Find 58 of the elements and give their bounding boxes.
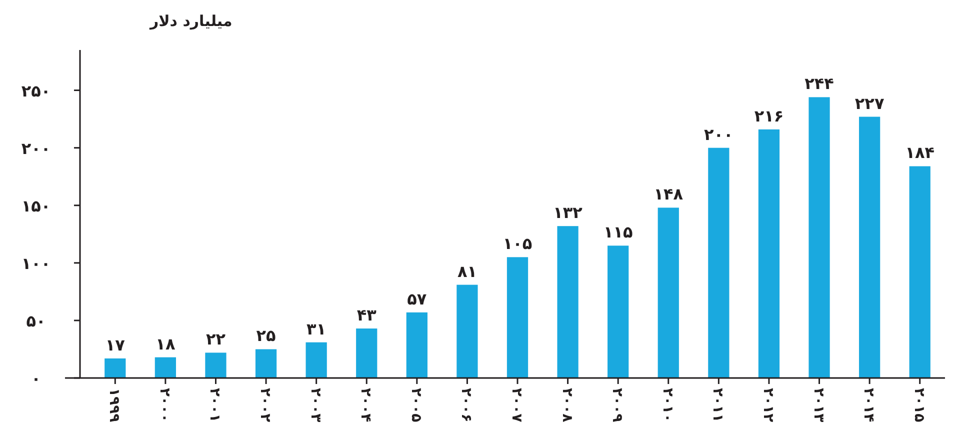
x-tick-label: ۲۰۱۲ [760, 388, 776, 423]
bar [858, 116, 880, 378]
x-tick-label: ۱۹۹۹ [106, 388, 122, 423]
y-axis-title: میلیارد دلار [149, 12, 232, 30]
data-label: ۱۰۵ [502, 234, 532, 254]
data-label: ۱۳۲ [553, 203, 583, 222]
bar [356, 328, 378, 378]
x-tick-label: ۲۰۱۰ [659, 388, 676, 422]
x-tick-label: ۲۰۱۳ [810, 388, 826, 423]
y-tick-label: ۲۵۰ [21, 81, 51, 100]
data-label: ۲۲۷ [854, 94, 884, 113]
bar [104, 358, 126, 378]
x-tick-label: ۲۰۰۱ [206, 388, 223, 422]
bar [506, 257, 528, 378]
y-tick-label: ۲۰۰ [21, 138, 51, 158]
x-tick-label: ۲۰۰۳ [307, 388, 324, 423]
bar [658, 208, 679, 378]
data-label: ۲۲ [206, 330, 226, 349]
bar [808, 97, 830, 378]
bar [456, 284, 478, 378]
data-label: ۴۳ [356, 306, 377, 325]
y-tick-label: ۱۵۰ [21, 196, 51, 216]
bar [608, 246, 629, 378]
data-label: ۱۸۴ [905, 143, 935, 162]
x-tick-label: ۲۰۱۴ [860, 388, 877, 423]
bar [306, 342, 327, 378]
y-tick-label: ۵۰ [26, 311, 46, 330]
bar [708, 148, 730, 378]
x-tick-label: ۲۰۱۱ [710, 388, 726, 422]
x-tick-label: ۲۰۰۷ [508, 388, 524, 423]
data-label: ۵۷ [407, 289, 427, 308]
bar [758, 129, 780, 378]
data-label: ۱۱۵ [603, 222, 633, 242]
x-tick-label: ۲۰۰۹ [609, 388, 626, 423]
y-tick-label: ۱۰۰ [21, 254, 51, 273]
data-label: ۱۴۸ [654, 184, 684, 204]
data-label: ۱۷ [105, 335, 126, 354]
x-tick-label: ۲۰۰۲ [257, 388, 274, 423]
data-label: ۲۴۴ [804, 74, 834, 94]
data-label: ۲۵ [256, 326, 276, 346]
x-tick-label: ۲۰۰۵ [408, 388, 424, 423]
bar [205, 352, 226, 378]
x-tick-label: ۲۰۰۰ [156, 388, 172, 422]
x-tick-label: ۲۰۱۵ [910, 388, 927, 423]
data-label: ۲۰۰ [704, 124, 734, 144]
data-label: ۲۱۶ [754, 106, 784, 126]
x-tick-label: ۲۰۰۴ [358, 388, 374, 423]
bar [557, 226, 578, 378]
data-label: ۱۸ [156, 334, 176, 354]
data-label: ۳۱ [306, 319, 326, 338]
bar [406, 312, 428, 378]
y-tick-label: ۰ [31, 369, 41, 388]
x-tick-label: ۲۰۰۶ [458, 388, 474, 422]
bar [154, 357, 176, 378]
x-tick-label: ۲۰۰۸ [558, 388, 575, 423]
bar [255, 349, 277, 378]
data-label: ۸۱ [457, 262, 477, 281]
bar [909, 166, 930, 378]
